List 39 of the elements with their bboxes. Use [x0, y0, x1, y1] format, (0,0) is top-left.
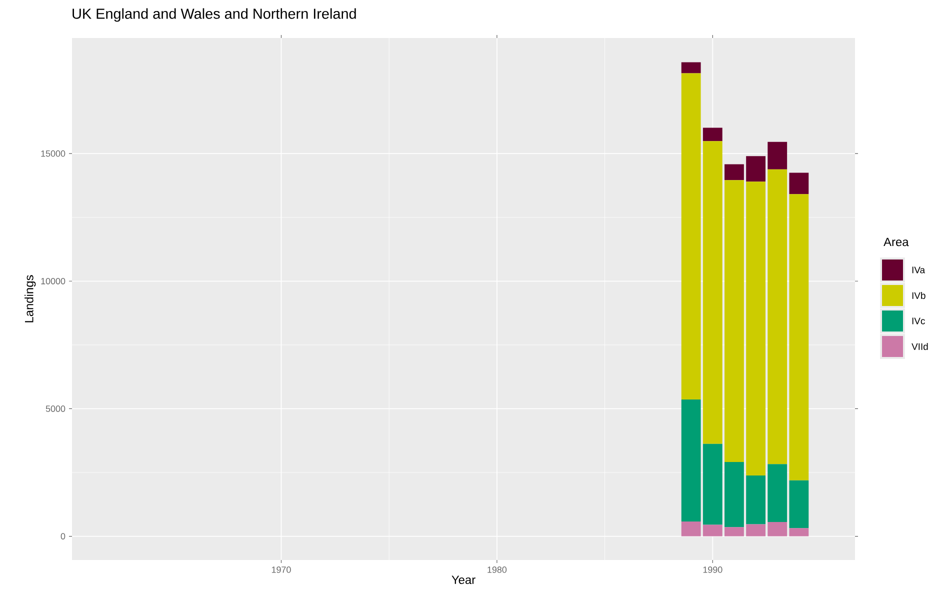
bar: [724, 164, 744, 180]
legend-label: VIId: [912, 343, 928, 350]
bar: [746, 156, 766, 182]
bar: [789, 172, 809, 194]
bar: [746, 524, 766, 536]
chart-title: UK England and Wales and Northern Ireland: [72, 8, 356, 22]
bar: [724, 527, 744, 536]
bar: [681, 521, 701, 536]
bar: [768, 142, 788, 170]
legend-label: IVa: [912, 266, 926, 274]
bar: [724, 462, 744, 528]
bar: [702, 444, 722, 525]
bar: [702, 524, 722, 536]
x-tick-label: 1990: [703, 566, 722, 573]
bar: [681, 62, 701, 74]
legend-label: IVb: [912, 292, 926, 299]
bar: [681, 400, 701, 522]
bar: [768, 522, 788, 536]
bar: [789, 528, 809, 536]
legend-title: Area: [884, 238, 909, 246]
y-tick-label: 15000: [41, 150, 66, 157]
y-axis-title: Landings: [24, 275, 36, 322]
bar: [724, 180, 744, 462]
bar: [681, 73, 701, 400]
y-tick-label: 5000: [46, 406, 66, 412]
bar: [768, 169, 788, 464]
bar: [746, 476, 766, 524]
bar: [702, 141, 722, 444]
legend-label: IVc: [912, 318, 925, 324]
bar: [768, 464, 788, 522]
bar: [789, 480, 809, 528]
y-tick-label: 10000: [41, 278, 66, 284]
bar: [789, 194, 809, 480]
y-tick-label: 0: [60, 533, 66, 540]
x-tick-label: 1970: [272, 566, 291, 573]
bar: [702, 128, 722, 142]
x-axis-title: Year: [452, 576, 476, 584]
bar: [746, 182, 766, 476]
x-tick-label: 1980: [488, 566, 507, 573]
